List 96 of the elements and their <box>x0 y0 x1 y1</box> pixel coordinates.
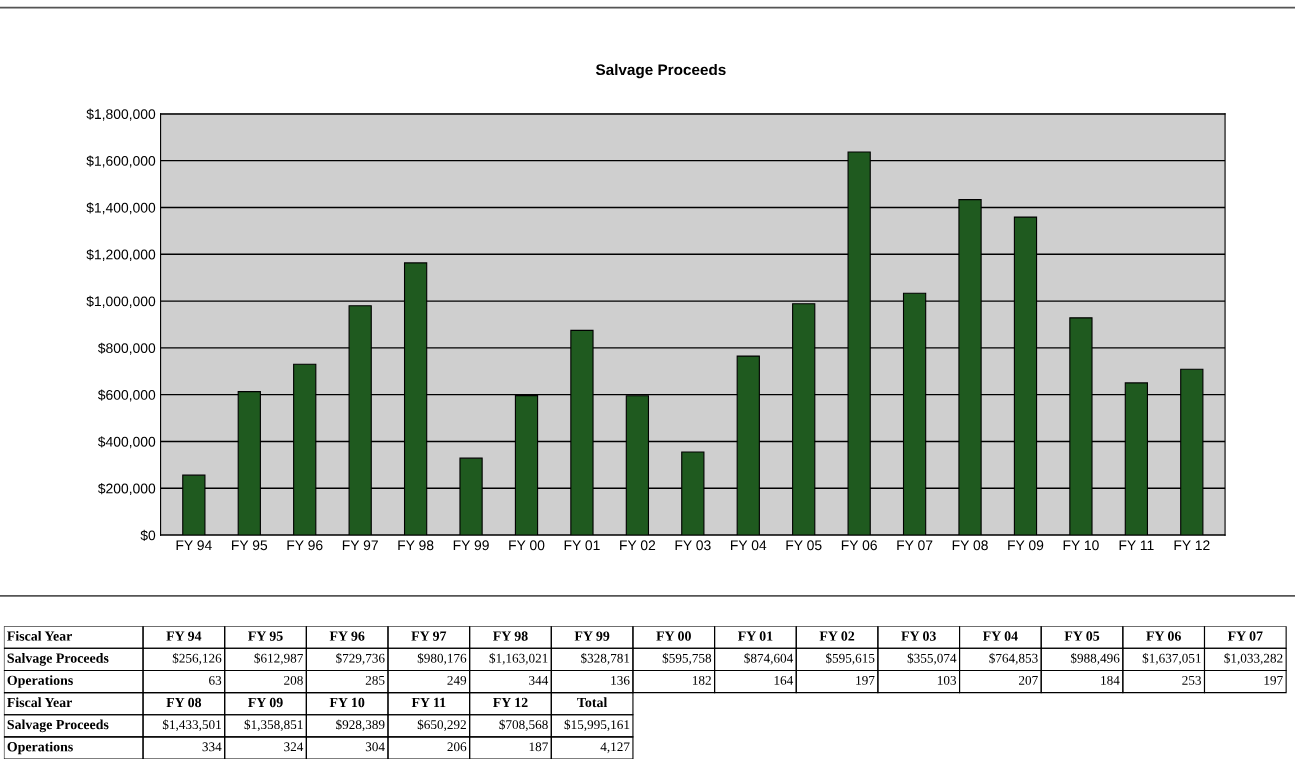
text: $988,496 <box>1070 653 1120 665</box>
x-tick-label: FY 07 <box>897 540 933 551</box>
text: $1,163,021 <box>489 653 548 665</box>
text: 249 <box>447 675 467 685</box>
x-tick-label: FY 03 <box>675 540 711 551</box>
x-tick-label: FY 02 <box>620 540 656 551</box>
text: 304 <box>365 742 385 752</box>
category-label: FY 00 <box>656 631 691 641</box>
category-label: FY 09 <box>248 697 283 708</box>
category-label: Salvage Proceeds <box>7 719 109 733</box>
text: 334 <box>202 742 222 752</box>
text: 208 <box>284 675 303 685</box>
category-label: Fiscal Year <box>7 630 72 641</box>
text: 197 <box>856 675 875 685</box>
category-label: Fiscal Year <box>7 697 72 708</box>
text: $15,995,161 <box>564 719 630 731</box>
text: 164 <box>774 675 794 685</box>
text: $874,604 <box>744 653 794 665</box>
category-label: FY 01 <box>737 631 773 641</box>
category-label: FY 12 <box>493 697 528 707</box>
text: $1,033,282 <box>1224 653 1283 665</box>
text: 207 <box>1019 675 1038 685</box>
category-label: Salvage Proceeds <box>7 653 109 666</box>
y-tick-label: $400,000 <box>97 436 156 449</box>
text: $650,292 <box>417 719 466 731</box>
text: $256,126 <box>172 653 222 665</box>
category-label: FY 97 <box>411 631 447 641</box>
category-label: FY 96 <box>329 631 365 641</box>
category-label: Total <box>577 697 608 708</box>
text: $708,568 <box>499 719 548 731</box>
x-tick-label: FY 96 <box>287 540 323 551</box>
text: $1,433,501 <box>162 719 221 731</box>
category-label: FY 98 <box>493 631 528 641</box>
text: 103 <box>937 675 957 685</box>
category-label: FY 06 <box>1146 631 1181 641</box>
x-tick-label: FY 11 <box>1119 540 1154 551</box>
category-label: FY 07 <box>1227 631 1263 641</box>
category-label: FY 03 <box>901 631 936 641</box>
text: 136 <box>611 675 630 685</box>
x-tick-label: FY 97 <box>342 540 378 551</box>
text: 206 <box>447 742 467 752</box>
text: 344 <box>529 675 549 685</box>
x-tick-label: FY 99 <box>453 540 489 551</box>
text: 324 <box>284 742 304 752</box>
category-label: FY 04 <box>982 631 1018 641</box>
x-tick-label: FY 06 <box>841 540 877 551</box>
text: $764,853 <box>989 653 1038 665</box>
category-label: FY 99 <box>574 631 610 641</box>
x-tick-label: FY 00 <box>509 540 545 551</box>
x-tick-label: FY 95 <box>232 540 268 551</box>
text: 184 <box>1101 675 1120 685</box>
category-label: FY 11 <box>411 697 446 707</box>
x-tick-label: FY 04 <box>731 540 767 551</box>
y-tick-label: $1,200,000 <box>86 249 156 262</box>
text: $595,758 <box>662 653 712 665</box>
text: 182 <box>692 675 711 685</box>
text: 187 <box>529 742 548 752</box>
x-tick-label: FY 08 <box>952 540 988 551</box>
category-label: Operations <box>7 675 73 688</box>
y-tick-label: $1,400,000 <box>86 202 156 215</box>
x-tick-label: FY 09 <box>1008 540 1044 551</box>
y-tick-label: $600,000 <box>97 389 156 402</box>
text: $729,736 <box>336 653 385 665</box>
text: 197 <box>1264 675 1283 685</box>
text: $328,781 <box>581 653 630 665</box>
x-tick-label: FY 05 <box>786 540 822 551</box>
y-tick-label: $1,600,000 <box>86 155 156 168</box>
category-label: FY 05 <box>1064 631 1100 641</box>
text: $980,176 <box>417 653 467 665</box>
text: 4,127 <box>600 742 630 754</box>
y-tick-label: $800,000 <box>97 342 156 355</box>
category-label: FY 08 <box>166 697 202 708</box>
x-tick-label: FY 12 <box>1174 540 1210 551</box>
x-tick-label: FY 94 <box>176 540 212 551</box>
text: 253 <box>1182 675 1201 685</box>
y-tick-label: $200,000 <box>97 483 156 496</box>
text: $355,074 <box>907 653 957 665</box>
x-tick-label: FY 10 <box>1063 540 1099 551</box>
text: 285 <box>365 675 385 685</box>
text: $1,358,851 <box>244 719 303 731</box>
text: $1,637,051 <box>1142 653 1201 665</box>
chart-title: Salvage Proceeds <box>595 63 726 79</box>
y-tick-label: $0 <box>140 529 156 542</box>
category-label: FY 02 <box>819 631 855 641</box>
x-tick-label: FY 01 <box>564 540 600 551</box>
category-label: FY 95 <box>248 631 283 641</box>
text: $595,615 <box>826 653 875 665</box>
category-label: Operations <box>7 741 73 755</box>
text: $928,389 <box>336 719 385 731</box>
text: $612,987 <box>254 653 303 665</box>
category-label: FY 94 <box>166 631 202 641</box>
text: 63 <box>209 675 222 685</box>
y-tick-label: $1,800,000 <box>86 108 156 121</box>
y-tick-label: $1,000,000 <box>86 295 156 308</box>
category-label: FY 10 <box>329 697 365 708</box>
x-tick-label: FY 98 <box>398 540 434 551</box>
